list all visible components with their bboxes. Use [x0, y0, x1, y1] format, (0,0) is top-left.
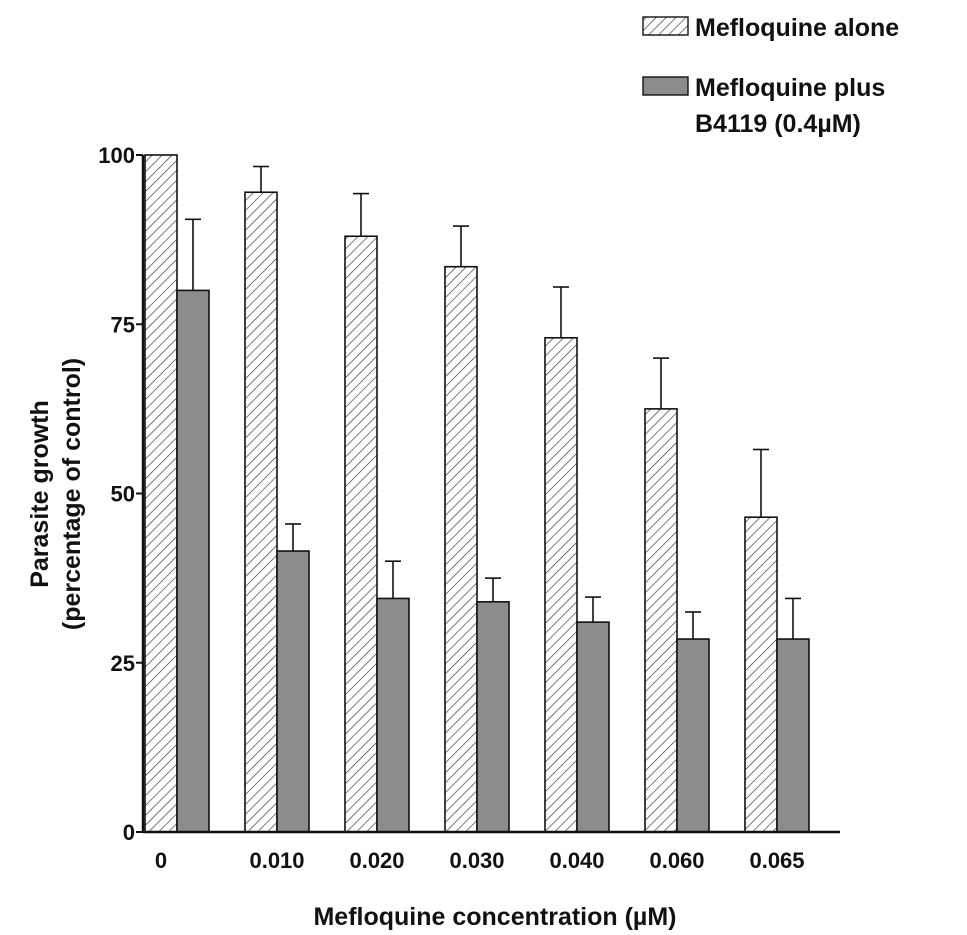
x-tick-label-4: 0.040: [549, 848, 604, 873]
bar-mefloquine-alone-2: [344, 235, 378, 833]
bar-mefloquine-alone-3: [444, 265, 478, 833]
legend-swatch-mefloquine-alone: [642, 16, 689, 36]
x-tick-label-3: 0.030: [449, 848, 504, 873]
bar-mefloquine-plus-b4119-6: [776, 638, 810, 833]
x-tick-label-6: 0.065: [749, 848, 804, 873]
legend-label-mefloquine-alone: Mefloquine alone: [695, 14, 899, 42]
legend-label-line-0: Mefloquine plus: [695, 74, 885, 102]
legend-label-mefloquine-plus-b4119: Mefloquine plus B4119 (0.4µM): [695, 74, 885, 138]
y-axis-title: Parasite growth (percentage of control): [26, 358, 86, 630]
legend: Mefloquine alone Mefloquine plus B4119 (0.…: [642, 14, 899, 138]
y-tick-label-0: 0: [123, 820, 135, 845]
error-bars-layer: [185, 165, 801, 640]
x-axis-title: Mefloquine concentration (µM): [313, 903, 676, 931]
bar-mefloquine-plus-b4119-4: [576, 621, 610, 833]
x-ticks: 0 0.010 0.020 0.030 0.040 0.060 0.065: [155, 848, 805, 873]
bar-mefloquine-alone-5: [644, 408, 678, 833]
legend-label-line-1: B4119 (0.4µM): [695, 110, 861, 138]
bar-mefloquine-plus-b4119-3: [476, 601, 510, 833]
x-tick-label-1: 0.010: [249, 848, 304, 873]
y-tick-label-100: 100: [98, 143, 135, 168]
bar-mefloquine-alone-0: [144, 154, 178, 833]
bar-mefloquine-alone-6: [744, 516, 778, 833]
x-tick-label-2: 0.020: [349, 848, 404, 873]
bar-mefloquine-plus-b4119-5: [676, 638, 710, 833]
x-tick-label-0: 0: [155, 848, 167, 873]
y-tick-label-75: 75: [111, 312, 135, 337]
y-ticks: 0 25 50 75 100: [98, 143, 143, 845]
x-tick-label-5: 0.060: [649, 848, 704, 873]
bar-mefloquine-plus-b4119-0: [176, 289, 210, 833]
bars-layer: [144, 154, 810, 833]
bar-mefloquine-alone-4: [544, 336, 578, 833]
y-tick-label-25: 25: [111, 651, 135, 676]
y-tick-label-50: 50: [111, 482, 135, 507]
bar-mefloquine-alone-1: [244, 191, 278, 833]
legend-swatch-mefloquine-plus-b4119: [642, 76, 689, 96]
bar-mefloquine-plus-b4119-2: [376, 597, 410, 833]
bar-mefloquine-plus-b4119-1: [276, 550, 310, 833]
y-axis-title-line-1: (percentage of control): [58, 358, 86, 630]
y-axis-title-line-0: Parasite growth: [26, 400, 54, 588]
